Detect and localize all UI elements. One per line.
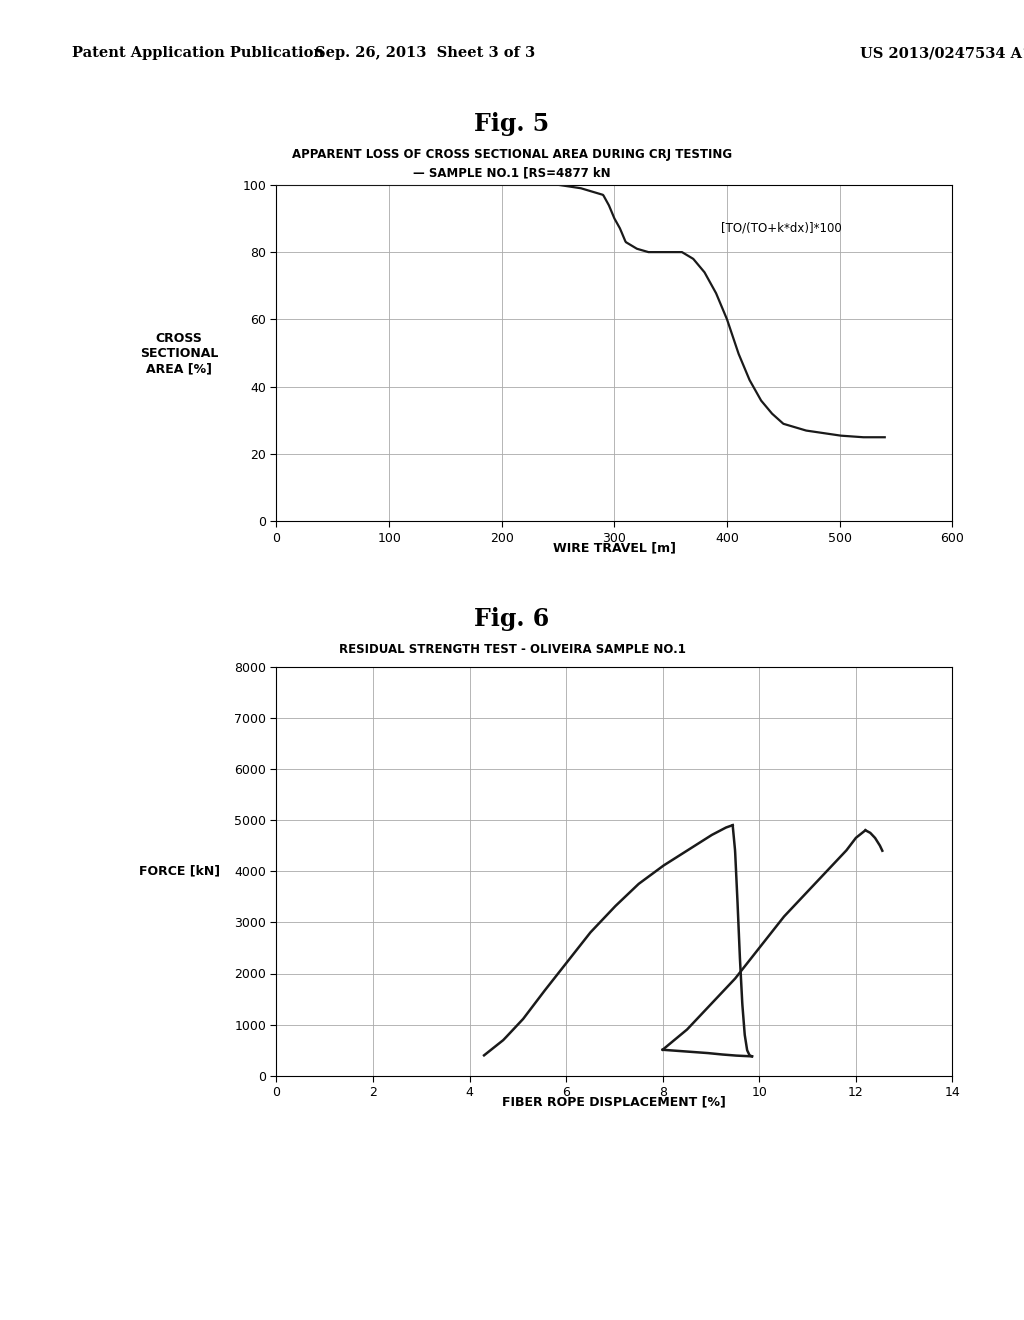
Text: WIRE TRAVEL [m]: WIRE TRAVEL [m]: [553, 541, 676, 554]
Text: US 2013/0247534 A1: US 2013/0247534 A1: [860, 46, 1024, 61]
Text: RESIDUAL STRENGTH TEST - OLIVEIRA SAMPLE NO.1: RESIDUAL STRENGTH TEST - OLIVEIRA SAMPLE…: [339, 643, 685, 656]
Text: FORCE [kN]: FORCE [kN]: [138, 865, 220, 878]
Text: Patent Application Publication: Patent Application Publication: [72, 46, 324, 61]
Text: CROSS
SECTIONAL
AREA [%]: CROSS SECTIONAL AREA [%]: [140, 333, 218, 375]
Text: Fig. 6: Fig. 6: [474, 607, 550, 631]
Text: Fig. 5: Fig. 5: [474, 112, 550, 136]
Text: APPARENT LOSS OF CROSS SECTIONAL AREA DURING CRJ TESTING: APPARENT LOSS OF CROSS SECTIONAL AREA DU…: [292, 148, 732, 161]
Text: — SAMPLE NO.1 [RS=4877 kN: — SAMPLE NO.1 [RS=4877 kN: [414, 166, 610, 180]
Text: FIBER ROPE DISPLACEMENT [%]: FIBER ROPE DISPLACEMENT [%]: [503, 1096, 726, 1109]
Text: [TO/(TO+k*dx)]*100: [TO/(TO+k*dx)]*100: [722, 222, 842, 235]
Text: Sep. 26, 2013  Sheet 3 of 3: Sep. 26, 2013 Sheet 3 of 3: [315, 46, 535, 61]
